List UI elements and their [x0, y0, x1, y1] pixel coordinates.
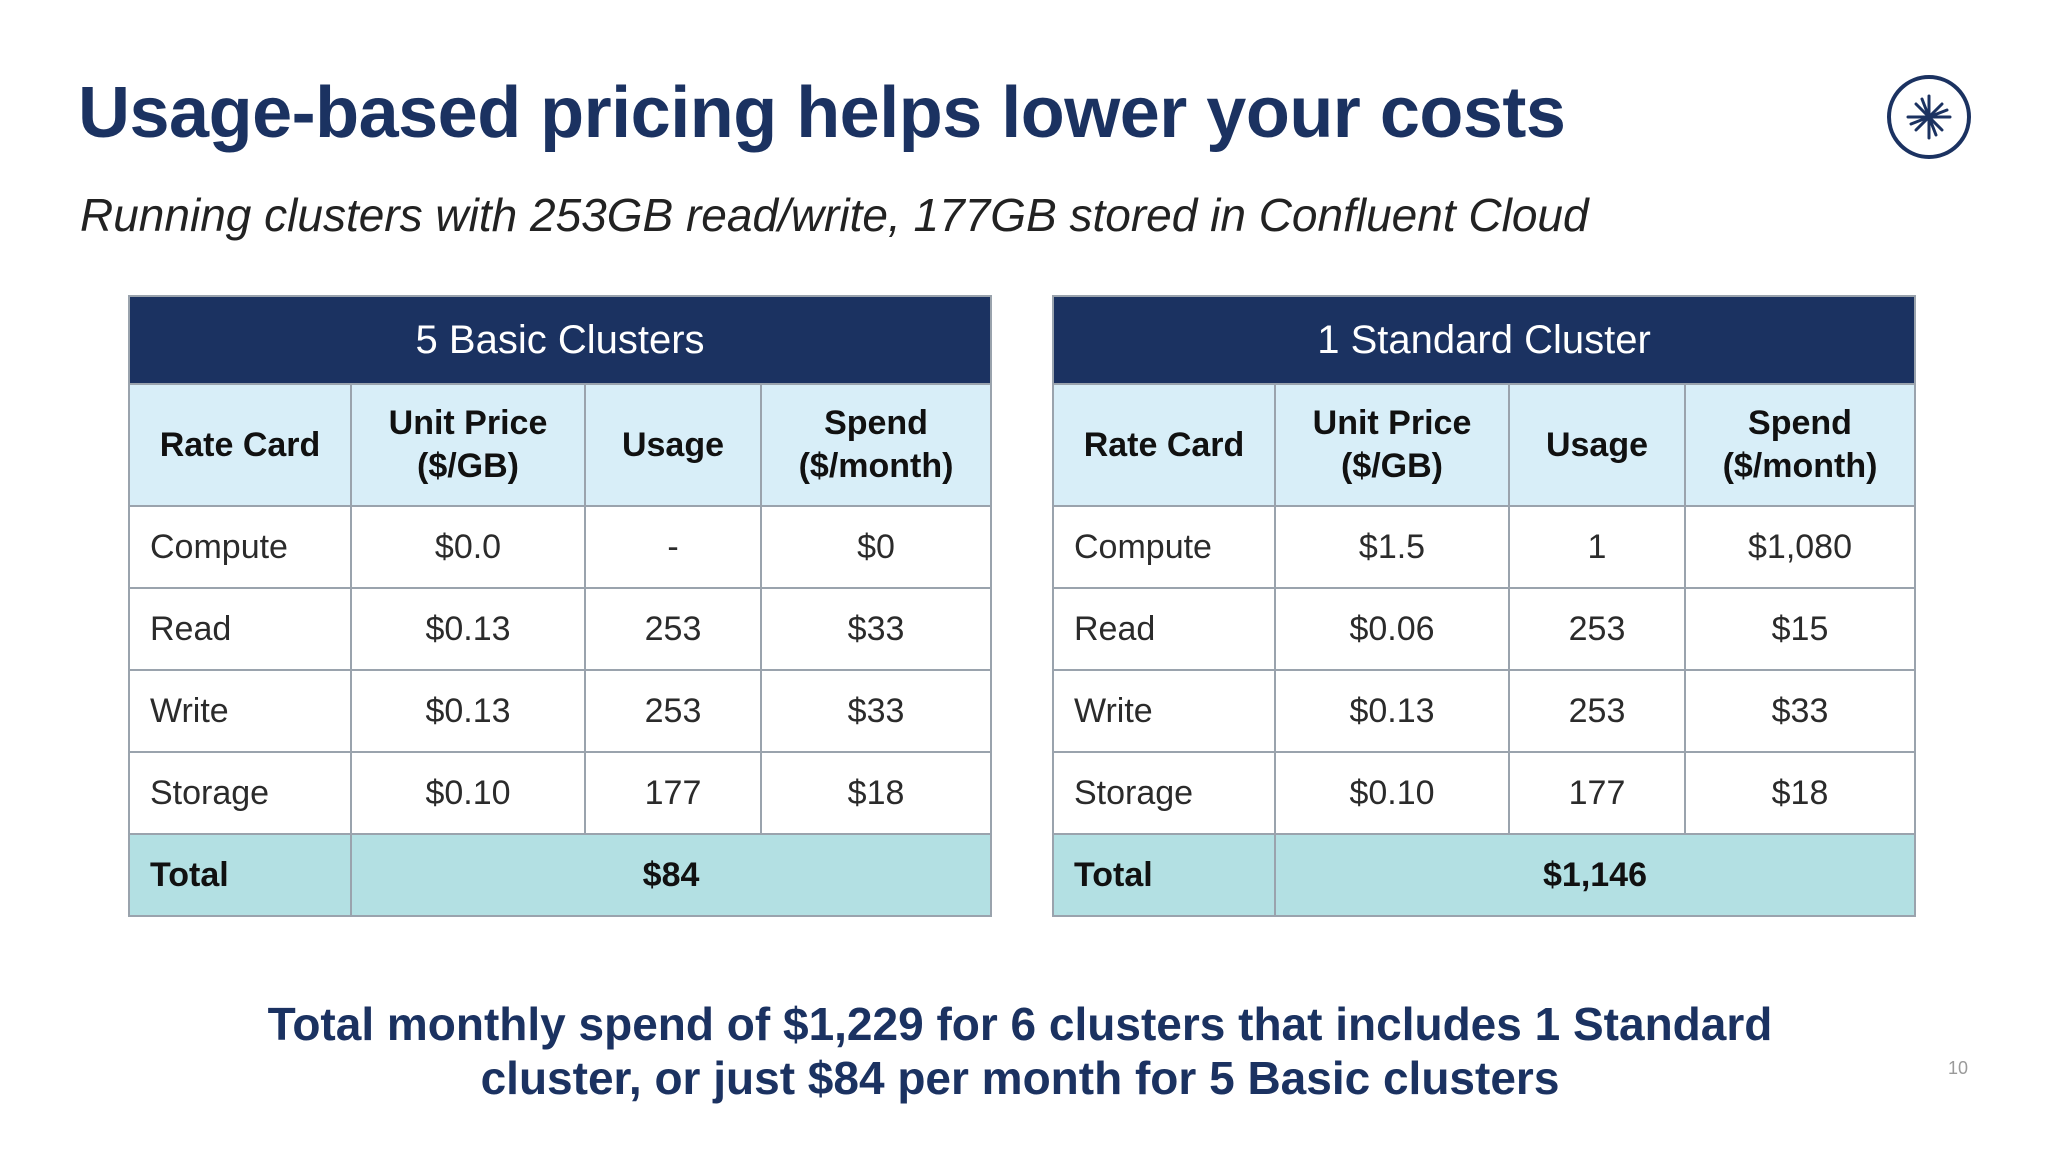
table-row: Compute $0.0 - $0	[128, 505, 993, 589]
unit-price-cell: $0.13	[350, 587, 586, 671]
table-title: 5 Basic Clusters	[127, 295, 993, 385]
unit-price-cell: $0.06	[1274, 587, 1510, 671]
column-header: Usage	[584, 383, 762, 507]
usage-cell: 177	[1508, 751, 1686, 835]
unit-price-cell: $0.10	[350, 751, 586, 835]
total-value: $84	[349, 833, 993, 917]
spend-cell: $33	[1683, 669, 1917, 753]
spend-cell: $1,080	[1683, 505, 1917, 589]
total-row: Total $1,146	[1052, 833, 1917, 917]
column-header: Spend ($/month)	[759, 383, 993, 507]
table-row: Storage $0.10 177 $18	[128, 751, 993, 835]
usage-cell: 253	[584, 669, 762, 753]
summary-line-1: Total monthly spend of $1,229 for 6 clus…	[267, 998, 1773, 1050]
column-header: Spend ($/month)	[1683, 383, 1917, 507]
column-header: Rate Card	[128, 383, 352, 507]
column-header: Usage	[1508, 383, 1686, 507]
rate-card-cell: Storage	[128, 751, 352, 835]
table-row: Read $0.13 253 $33	[128, 587, 993, 671]
table-row: Write $0.13 253 $33	[1052, 669, 1917, 753]
standard-cluster-table: 1 Standard Cluster Rate Card Unit Price …	[1051, 295, 1917, 917]
total-row: Total $84	[128, 833, 993, 917]
total-value: $1,146	[1273, 833, 1917, 917]
spend-cell: $18	[759, 751, 993, 835]
table-title: 1 Standard Cluster	[1051, 295, 1917, 385]
usage-cell: 177	[584, 751, 762, 835]
summary-line-2: cluster, or just $84 per month for 5 Bas…	[480, 1052, 1560, 1104]
unit-price-cell: $0.10	[1274, 751, 1510, 835]
table-row: Compute $1.5 1 $1,080	[1052, 505, 1917, 589]
table-row: Read $0.06 253 $15	[1052, 587, 1917, 671]
usage-cell: 1	[1508, 505, 1686, 589]
slide-subtitle: Running clusters with 253GB read/write, …	[80, 189, 1589, 241]
table-row: Storage $0.10 177 $18	[1052, 751, 1917, 835]
column-header: Unit Price ($/GB)	[1274, 383, 1510, 507]
unit-price-cell: $0.0	[350, 505, 586, 589]
rate-card-cell: Storage	[1052, 751, 1276, 835]
table-row: Write $0.13 253 $33	[128, 669, 993, 753]
usage-cell: 253	[584, 587, 762, 671]
rate-card-cell: Write	[1052, 669, 1276, 753]
page-number: 10	[1948, 1058, 1969, 1078]
usage-cell: -	[584, 505, 762, 589]
spend-cell: $15	[1683, 587, 1917, 671]
usage-cell: 253	[1508, 669, 1686, 753]
rate-card-cell: Compute	[1052, 505, 1276, 589]
spend-cell: $18	[1683, 751, 1917, 835]
unit-price-cell: $0.13	[350, 669, 586, 753]
slide-title: Usage-based pricing helps lower your cos…	[78, 73, 1566, 153]
total-label: Total	[1052, 833, 1276, 917]
total-label: Total	[128, 833, 352, 917]
unit-price-cell: $1.5	[1274, 505, 1510, 589]
rate-card-cell: Compute	[128, 505, 352, 589]
spend-cell: $0	[759, 505, 993, 589]
confluent-logo-icon	[1887, 75, 1971, 159]
spend-cell: $33	[759, 587, 993, 671]
column-header: Unit Price ($/GB)	[350, 383, 586, 507]
column-header: Rate Card	[1052, 383, 1276, 507]
rate-card-cell: Write	[128, 669, 352, 753]
usage-cell: 253	[1508, 587, 1686, 671]
summary-text: Total monthly spend of $1,229 for 6 clus…	[120, 997, 1920, 1105]
unit-price-cell: $0.13	[1274, 669, 1510, 753]
basic-clusters-table: 5 Basic Clusters Rate Card Unit Price ($…	[127, 295, 993, 917]
rate-card-cell: Read	[1052, 587, 1276, 671]
spend-cell: $33	[759, 669, 993, 753]
rate-card-cell: Read	[128, 587, 352, 671]
